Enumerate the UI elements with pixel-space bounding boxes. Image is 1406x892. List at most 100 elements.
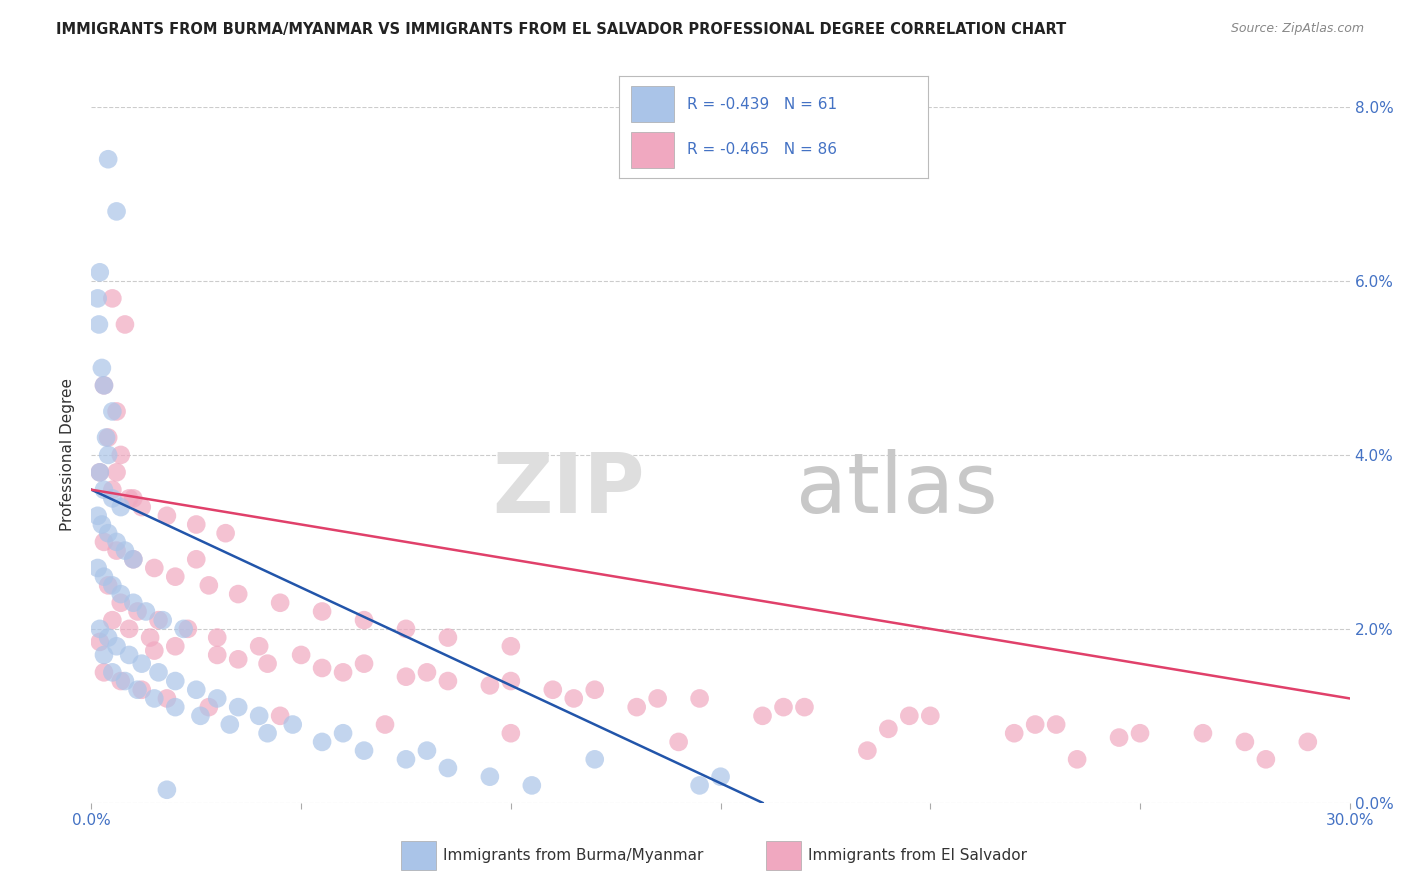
Point [105,204,128,219]
Point [118,622,141,636]
Point [90,517,112,532]
Point [127,682,149,697]
Point [101,483,124,497]
Point [689,691,711,706]
Point [101,491,124,506]
Point [269,708,291,723]
Point [562,691,585,706]
Point [190,708,212,723]
Point [877,722,900,736]
Point [416,665,439,680]
Text: Source: ZipAtlas.com: Source: ZipAtlas.com [1230,22,1364,36]
Point [437,761,460,775]
Point [90,360,112,375]
Point [110,448,132,462]
Point [89,622,111,636]
Point [135,605,157,619]
Point [93,570,115,584]
Point [114,318,136,332]
Point [520,778,543,792]
Point [478,678,501,692]
Point [110,500,132,514]
Point [105,466,128,480]
Point [751,708,773,723]
Point [143,643,166,657]
Point [139,631,162,645]
Point [499,726,522,740]
Point [86,508,108,523]
Point [311,605,333,619]
Point [647,691,669,706]
Point [97,448,120,462]
Point [118,648,141,662]
Point [156,508,179,523]
Point [226,700,249,714]
Point [156,782,179,797]
Point [256,657,278,671]
Point [269,596,291,610]
Point [1129,726,1152,740]
Point [198,700,221,714]
Point [374,717,396,731]
Point [1192,726,1215,740]
Point [101,291,124,305]
Text: R = -0.465   N = 86: R = -0.465 N = 86 [686,142,837,157]
Point [395,622,418,636]
Point [118,491,141,506]
Text: Immigrants from El Salvador: Immigrants from El Salvador [808,848,1028,863]
Point [143,561,166,575]
Point [101,613,124,627]
Point [114,674,136,689]
Point [131,682,153,697]
Point [198,578,221,592]
Point [93,483,115,497]
Point [131,500,153,514]
Point [122,552,145,566]
Point [856,744,879,758]
Point [1296,735,1319,749]
Point [97,578,120,592]
Point [290,648,312,662]
Point [165,700,187,714]
Point [499,674,522,689]
Point [416,744,439,758]
Point [89,466,111,480]
Point [143,691,166,706]
Point [122,596,145,610]
Point [772,700,794,714]
Text: atlas: atlas [796,450,998,530]
Point [353,744,375,758]
Point [93,665,115,680]
Point [86,291,108,305]
Text: IMMIGRANTS FROM BURMA/MYANMAR VS IMMIGRANTS FROM EL SALVADOR PROFESSIONAL DEGREE: IMMIGRANTS FROM BURMA/MYANMAR VS IMMIGRA… [56,22,1067,37]
Point [689,778,711,792]
Point [97,431,120,445]
Point [93,378,115,392]
Point [93,535,115,549]
Point [256,726,278,740]
Point [165,639,187,653]
Point [89,635,111,649]
Point [131,657,153,671]
Point [205,691,228,706]
Point [247,639,270,653]
Point [93,378,115,392]
Point [156,691,179,706]
Point [541,682,564,697]
Point [437,674,460,689]
Point [353,613,375,627]
Point [152,613,174,627]
Point [186,552,208,566]
Point [122,552,145,566]
Point [105,639,128,653]
Point [226,652,249,666]
Point [499,639,522,653]
Point [101,404,124,418]
Point [186,682,208,697]
Point [437,631,460,645]
Point [127,605,149,619]
Text: Immigrants from Burma/Myanmar: Immigrants from Burma/Myanmar [443,848,703,863]
Point [395,752,418,766]
Point [1002,726,1025,740]
Point [89,265,111,279]
